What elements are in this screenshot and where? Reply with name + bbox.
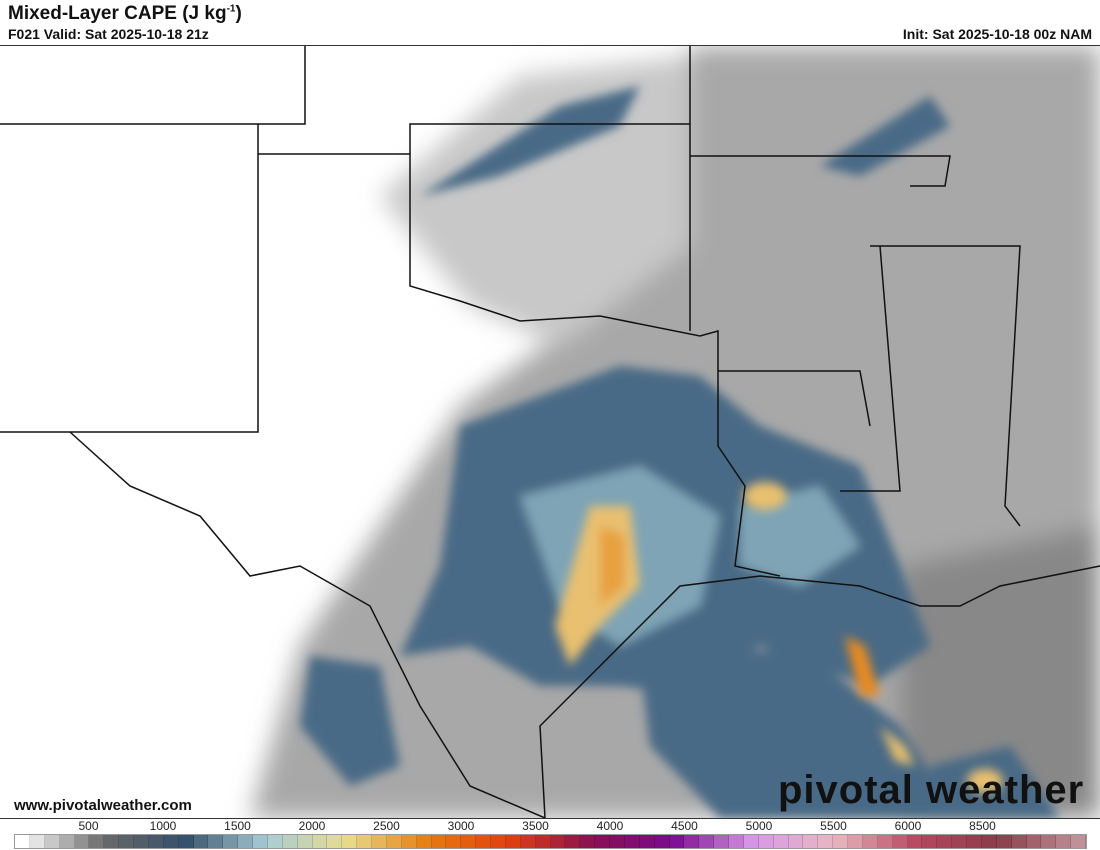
colorbar-cell xyxy=(15,835,30,848)
colorbar-tick: 2000 xyxy=(298,819,326,833)
colorbar-cell xyxy=(714,835,729,848)
colorbar-cell xyxy=(327,835,343,848)
colorbar-cell xyxy=(684,835,700,848)
colorbar-cell xyxy=(654,835,670,848)
colorbar-cell xyxy=(416,835,432,848)
colorbar-cell xyxy=(119,835,134,848)
colorbar-cell xyxy=(610,835,625,848)
colorbar-cell xyxy=(595,835,610,848)
colorbar-cell xyxy=(446,835,462,848)
colorbar-cell xyxy=(297,835,313,848)
colorbar-cell xyxy=(892,835,908,848)
cape-shading-warm xyxy=(555,482,1003,793)
colorbar-cell xyxy=(342,835,358,848)
colorbar-tick: 1000 xyxy=(149,819,177,833)
colorbar-cell xyxy=(981,835,997,848)
colorbar-cell xyxy=(1071,835,1086,848)
colorbar-cell xyxy=(833,835,848,848)
colorbar-cell xyxy=(178,835,194,848)
colorbar-cell xyxy=(312,835,328,848)
colorbar-tick: 8500 xyxy=(969,819,996,833)
colorbar-tick: 1500 xyxy=(224,819,251,833)
colorbar-cell xyxy=(1056,835,1072,848)
colorbar-cell xyxy=(29,835,45,848)
colorbar-cell xyxy=(729,835,744,848)
colorbar-tick: 500 xyxy=(78,819,99,833)
cape-map xyxy=(0,45,1100,819)
colorbar-cell xyxy=(74,835,90,848)
colorbar-tick: 3500 xyxy=(522,819,549,833)
colorbar-cell xyxy=(134,835,149,848)
colorbar-cell xyxy=(639,835,655,848)
colorbar-cell xyxy=(743,835,759,848)
pivotal-weather-logo: pivotal weather xyxy=(778,768,1085,812)
colorbar-cell xyxy=(669,835,685,848)
colorbar-cell xyxy=(59,835,75,848)
colorbar-tick: 4500 xyxy=(671,819,698,833)
colorbar-cell xyxy=(208,835,224,848)
colorbar-cell xyxy=(1041,835,1057,848)
colorbar-cell xyxy=(431,835,447,848)
colorbar-cell xyxy=(476,835,491,848)
state-borders xyxy=(0,46,1100,818)
colorbar-cell xyxy=(282,835,298,848)
colorbar-cell xyxy=(238,835,253,848)
colorbar-cell xyxy=(1026,835,1042,848)
site-url: www.pivotalweather.com xyxy=(14,797,192,814)
colorbar-cell xyxy=(148,835,164,848)
colorbar-cell xyxy=(535,835,551,848)
colorbar-cell xyxy=(624,835,640,848)
colorbar-cell xyxy=(401,835,417,848)
colorbar-cell xyxy=(550,835,566,848)
colorbar-cell xyxy=(253,835,268,848)
colorbar-cell xyxy=(372,835,387,848)
colorbar-cell xyxy=(862,835,878,848)
colorbar-cell xyxy=(163,835,179,848)
valid-time: F021 Valid: Sat 2025-10-18 21z xyxy=(8,26,209,42)
colorbar-cell xyxy=(773,835,789,848)
colorbar xyxy=(14,834,1087,849)
colorbar-cell xyxy=(937,835,953,848)
colorbar-cell xyxy=(788,835,804,848)
colorbar-cell xyxy=(580,835,596,848)
colorbar-cell xyxy=(996,835,1012,848)
colorbar-cell xyxy=(952,835,967,848)
colorbar-cell xyxy=(520,835,536,848)
colorbar-cell xyxy=(89,835,105,848)
colorbar-cell xyxy=(357,835,372,848)
colorbar-cell xyxy=(565,835,581,848)
colorbar-cell xyxy=(803,835,819,848)
colorbar-tick: 3000 xyxy=(447,819,475,833)
colorbar-cell xyxy=(922,835,938,848)
colorbar-tick: 5000 xyxy=(745,819,773,833)
init-time: Init: Sat 2025-10-18 00z NAM xyxy=(902,26,1092,42)
colorbar-cell xyxy=(818,835,834,848)
colorbar-cell xyxy=(461,835,477,848)
colorbar-tick: 2500 xyxy=(373,819,400,833)
colorbar-cell xyxy=(491,835,506,848)
colorbar-cell xyxy=(505,835,521,848)
map-title: Mixed-Layer CAPE (J kg-1) xyxy=(8,3,242,24)
colorbar-cell xyxy=(386,835,402,848)
colorbar-cell xyxy=(699,835,715,848)
colorbar-cell xyxy=(848,835,863,848)
colorbar-cell xyxy=(1011,835,1027,848)
colorbar-cell xyxy=(758,835,774,848)
colorbar-cell xyxy=(193,835,209,848)
colorbar-cell xyxy=(104,835,120,848)
colorbar-cell xyxy=(223,835,239,848)
colorbar-cell xyxy=(967,835,982,848)
colorbar-tick: 5500 xyxy=(820,819,847,833)
colorbar-cell xyxy=(267,835,283,848)
colorbar-tick: 4000 xyxy=(596,819,624,833)
colorbar-cell xyxy=(877,835,893,848)
colorbar-cell xyxy=(44,835,60,848)
colorbar-tick: 6000 xyxy=(894,819,922,833)
colorbar-cell xyxy=(907,835,923,848)
